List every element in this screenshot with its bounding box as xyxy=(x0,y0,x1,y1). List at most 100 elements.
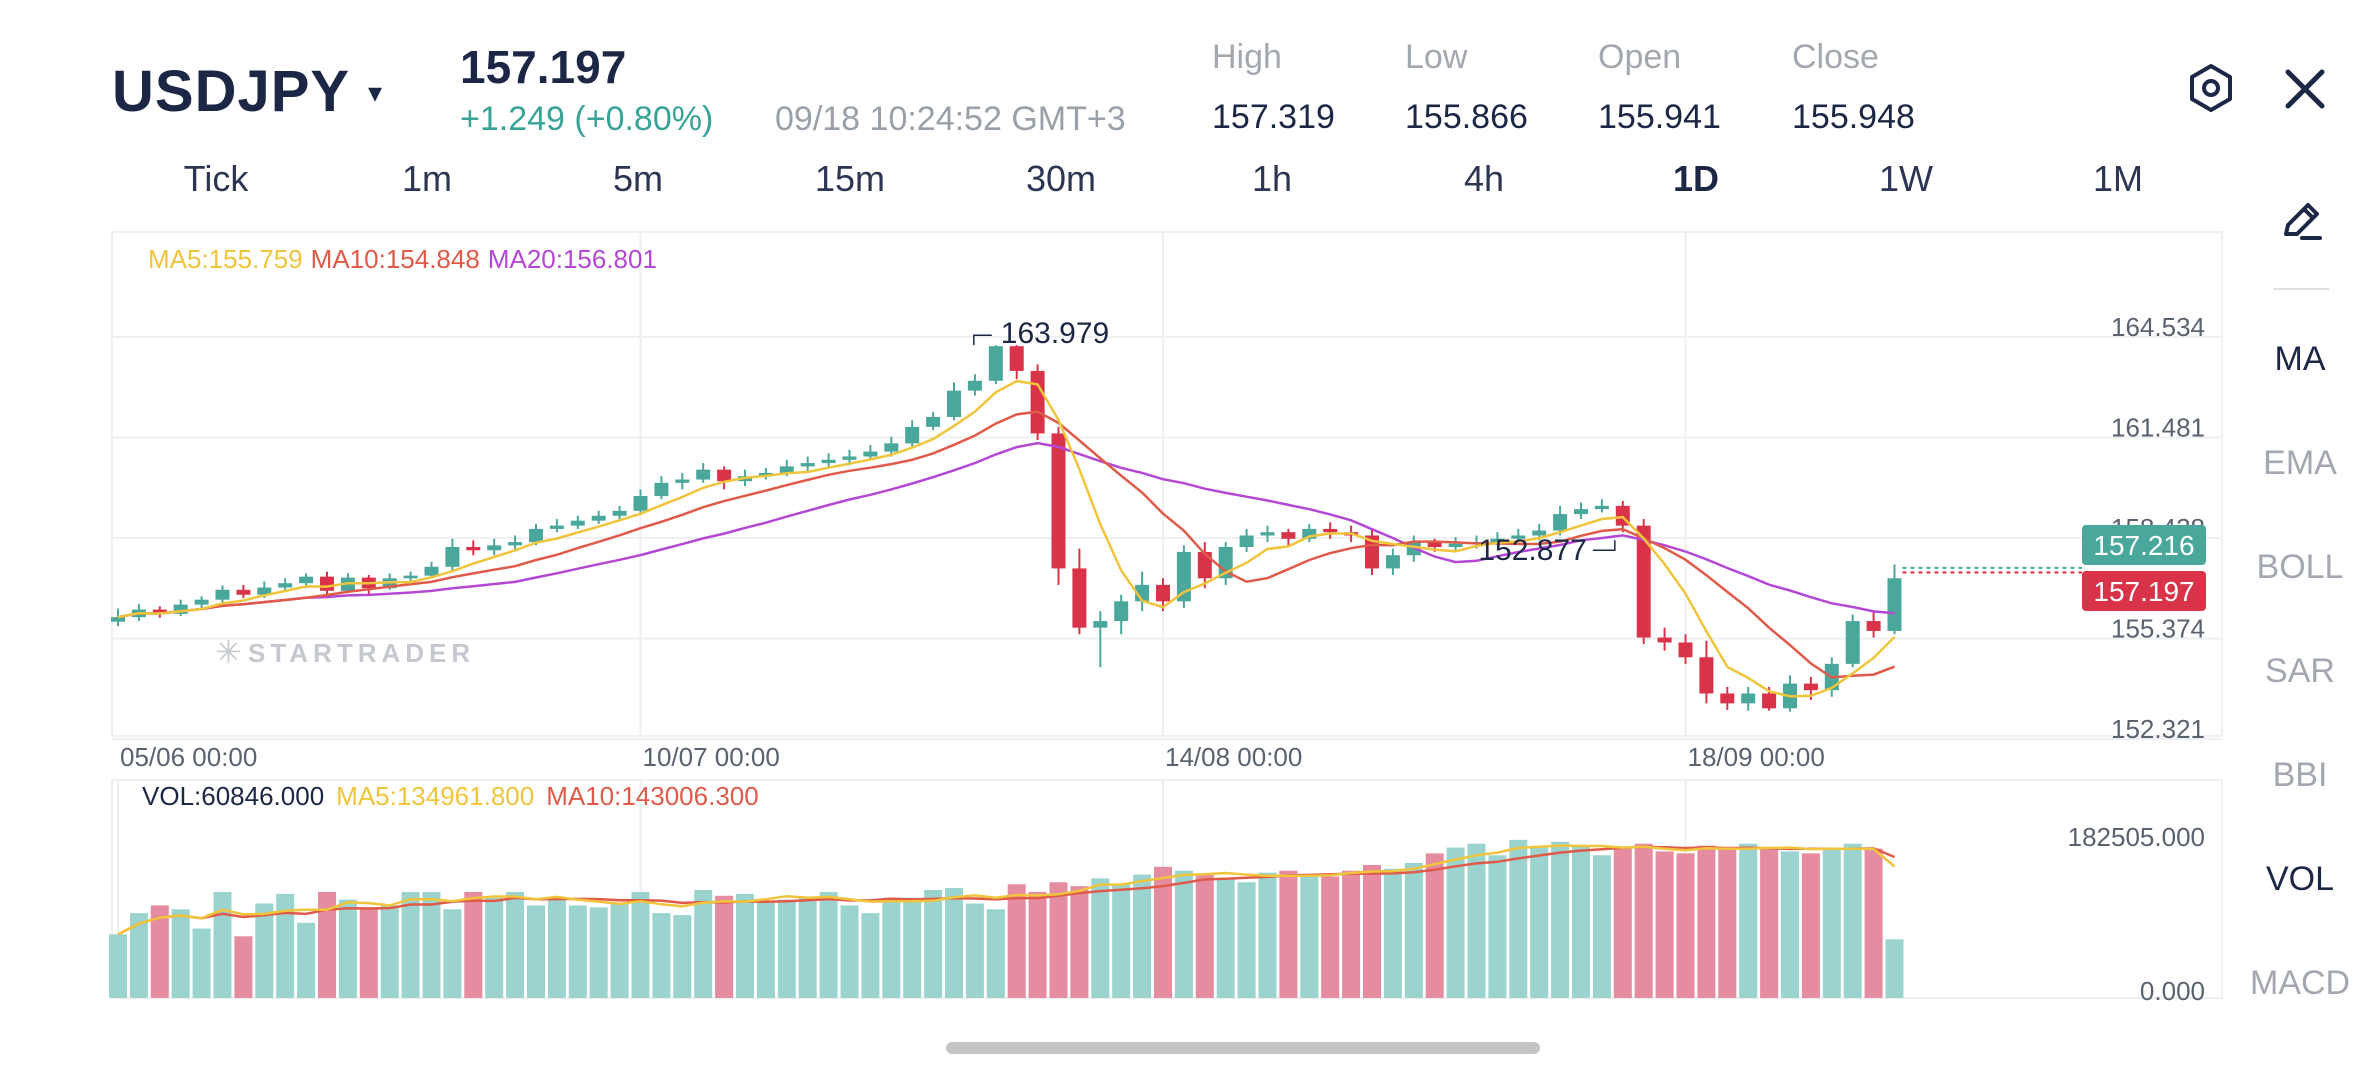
volume-bar xyxy=(150,905,169,998)
volume-bar xyxy=(903,897,922,998)
volume-bar xyxy=(443,909,462,998)
bid-price-badge xyxy=(2082,571,2206,611)
candle xyxy=(1156,584,1170,602)
volume-bar xyxy=(965,903,984,998)
indicator-macd[interactable]: MACD xyxy=(2250,964,2351,1002)
price-change: +1.249 (+0.80%) xyxy=(460,100,714,138)
volume-bar xyxy=(1425,853,1444,998)
volume-bar xyxy=(756,901,775,998)
indicator-vol[interactable]: VOL xyxy=(2265,860,2335,898)
quote-timestamp: 09/18 10:24:52 GMT+3 xyxy=(775,100,1126,138)
candle xyxy=(863,451,878,457)
candle xyxy=(236,589,251,595)
volume-bar xyxy=(631,891,650,998)
close-icon[interactable] xyxy=(2280,64,2330,114)
candle xyxy=(1176,551,1191,602)
tab-1m[interactable]: 1m xyxy=(401,158,452,199)
volume-bar xyxy=(318,891,336,998)
candle xyxy=(1720,693,1735,704)
volume-bar xyxy=(1592,855,1611,998)
candle xyxy=(884,443,899,452)
candle xyxy=(1636,525,1651,638)
volume-bar xyxy=(1321,876,1340,998)
volume-bar xyxy=(192,928,211,998)
volume-bar xyxy=(1739,843,1758,998)
tab-30m[interactable]: 30m xyxy=(1025,158,1097,199)
volume-bar xyxy=(1195,874,1214,998)
candle xyxy=(591,515,606,521)
volume-bar xyxy=(1509,839,1528,998)
volume-bar xyxy=(589,907,608,998)
tab-1w[interactable]: 1W xyxy=(1879,158,1933,199)
indicator-boll[interactable]: BOLL xyxy=(2256,548,2344,586)
candle xyxy=(1323,528,1338,533)
volume-bar xyxy=(547,897,566,998)
candle xyxy=(1260,532,1275,536)
candle xyxy=(1699,657,1714,694)
volume-bar xyxy=(945,888,963,998)
ma-legend: MA5:155.759 MA10:154.848 MA20:156.801 xyxy=(148,244,657,274)
candle xyxy=(1427,542,1442,548)
volume-bar xyxy=(1279,870,1298,998)
vol-legend-vol: VOL:60846.000 xyxy=(142,781,324,811)
candle xyxy=(320,576,334,591)
tab-1h[interactable]: 1h xyxy=(1251,158,1293,199)
volume-bar xyxy=(1801,853,1820,998)
candle xyxy=(1281,532,1296,539)
symbol-selector[interactable]: USDJPY xyxy=(112,59,351,124)
indicator-ema[interactable]: EMA xyxy=(2263,444,2337,482)
vol-tick-max: 182505.000 xyxy=(2068,822,2205,852)
volume-bar xyxy=(1091,878,1110,998)
volume-bar xyxy=(694,889,713,998)
low-marker-line xyxy=(1592,540,1616,551)
vol-legend-ma5: MA5:134961.800 xyxy=(336,781,534,811)
candle xyxy=(549,525,564,529)
pen-icon[interactable] xyxy=(2278,198,2324,244)
candle xyxy=(612,510,627,516)
candle xyxy=(1657,637,1672,643)
ma-legend-ma5: MA5:155.759 xyxy=(148,244,303,274)
hexagon-settings-icon[interactable] xyxy=(2185,62,2237,114)
tab-5m[interactable]: 5m xyxy=(612,158,663,199)
side-divider xyxy=(2273,288,2329,290)
candle xyxy=(1866,621,1881,631)
candle xyxy=(905,426,920,444)
volume-bar xyxy=(1572,845,1590,998)
indicator-sar[interactable]: SAR xyxy=(2265,652,2335,690)
candle xyxy=(1511,535,1526,539)
stat-close-value: 155.948 xyxy=(1792,98,1915,136)
tab-1mo[interactable]: 1M xyxy=(2092,158,2143,199)
candle xyxy=(1009,346,1024,371)
candle xyxy=(111,617,125,622)
volume-bar xyxy=(924,889,943,998)
volume-bar xyxy=(861,913,880,998)
volume-bar xyxy=(1154,866,1172,998)
indicator-bbi[interactable]: BBI xyxy=(2272,756,2328,794)
volume-bar xyxy=(1613,847,1632,998)
high-marker-line xyxy=(973,334,992,346)
candle xyxy=(1845,621,1860,664)
candle xyxy=(403,575,418,579)
volume-bar xyxy=(1237,882,1256,998)
volume-bar xyxy=(1885,939,1904,998)
chevron-down-icon[interactable]: ▾ xyxy=(368,77,383,108)
candle xyxy=(633,495,648,511)
candle xyxy=(1448,543,1463,548)
volume-bar xyxy=(401,891,420,998)
tab-1d[interactable]: 1D xyxy=(1672,158,1720,199)
volume-bar xyxy=(610,903,629,998)
candle xyxy=(278,583,293,588)
tab-15m[interactable]: 15m xyxy=(814,158,886,199)
tab-tick[interactable]: Tick xyxy=(183,158,249,199)
volume-bar xyxy=(109,934,127,998)
indicator-ma[interactable]: MA xyxy=(2274,340,2326,378)
volume-bar xyxy=(798,897,817,998)
volume-bar xyxy=(736,893,754,998)
ma10-line xyxy=(117,410,1895,679)
volume-bar xyxy=(171,909,190,998)
tab-4h[interactable]: 4h xyxy=(1463,158,1505,199)
main-plot-frame xyxy=(111,231,2223,737)
candle xyxy=(1072,568,1087,628)
candle xyxy=(529,528,543,543)
